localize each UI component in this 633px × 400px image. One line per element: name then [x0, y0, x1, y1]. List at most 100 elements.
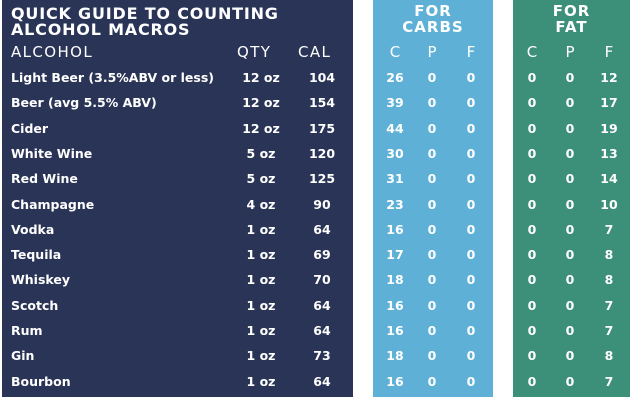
alcohol-name: Light Beer (3.5%ABV or less)	[11, 70, 214, 85]
carbs-c-value: 39	[386, 95, 404, 110]
carbs-header-row: C P F	[373, 43, 493, 61]
alcohol-name: Rum	[11, 323, 43, 338]
carbs-f-value: 0	[466, 70, 476, 85]
carbs-f-value: 0	[466, 374, 476, 389]
alcohol-name: Gin	[11, 348, 35, 363]
carbs-row: 26 0 0	[373, 68, 493, 88]
carbs-p-value: 0	[427, 272, 437, 287]
fat-f-value: 14	[600, 171, 618, 186]
fat-c-value: 0	[527, 121, 537, 136]
table-row: Scotch 1 oz 64	[2, 296, 353, 316]
fat-c-value: 0	[527, 272, 537, 287]
carbs-row: 16 0 0	[373, 220, 493, 240]
carbs-c-header: C	[389, 43, 401, 61]
qty-value: 1 oz	[246, 247, 276, 262]
fat-c-value: 0	[527, 146, 537, 161]
cal-value: 64	[313, 298, 331, 313]
qty-value: 1 oz	[246, 298, 276, 313]
qty-value: 1 oz	[246, 222, 276, 237]
alcohol-name: Cider	[11, 121, 49, 136]
qty-value: 5 oz	[246, 171, 276, 186]
carbs-c-value: 18	[386, 272, 404, 287]
fat-c-value: 0	[527, 222, 537, 237]
table-row: Bourbon 1 oz 64	[2, 372, 353, 392]
fat-p-header: P	[565, 43, 575, 61]
carbs-row: 16 0 0	[373, 321, 493, 341]
table-row: Beer (avg 5.5% ABV) 12 oz 154	[2, 93, 353, 113]
table-row: Whiskey 1 oz 70	[2, 270, 353, 290]
table-row: White Wine 5 oz 120	[2, 144, 353, 164]
qty-value: 1 oz	[246, 272, 276, 287]
fat-p-value: 0	[565, 146, 575, 161]
table-row: Red Wine 5 oz 125	[2, 169, 353, 189]
carbs-f-value: 0	[466, 222, 476, 237]
fat-row: 0 0 7	[513, 220, 630, 240]
fat-row: 0 0 7	[513, 296, 630, 316]
alcohol-table-panel: QUICK GUIDE TO COUNTING ALCOHOL MACROS A…	[2, 0, 353, 397]
main-header-row: ALCOHOL QTY CAL	[2, 43, 353, 61]
carbs-row: 16 0 0	[373, 296, 493, 316]
fat-row: 0 0 7	[513, 372, 630, 392]
qty-value: 12 oz	[242, 95, 280, 110]
carbs-p-value: 0	[427, 222, 437, 237]
fat-row: 0 0 13	[513, 144, 630, 164]
carbs-row: 18 0 0	[373, 346, 493, 366]
carbs-row: 39 0 0	[373, 93, 493, 113]
cal-value: 64	[313, 323, 331, 338]
cal-value: 64	[313, 374, 331, 389]
fat-f-value: 12	[600, 70, 618, 85]
alcohol-column-header: ALCOHOL	[11, 43, 94, 61]
cal-value: 120	[308, 146, 336, 161]
fat-f-value: 8	[604, 247, 614, 262]
carbs-f-value: 0	[466, 146, 476, 161]
qty-value: 1 oz	[246, 374, 276, 389]
fat-title-line-1: FOR	[552, 2, 591, 20]
qty-column-header: QTY	[237, 43, 272, 61]
table-row: Light Beer (3.5%ABV or less) 12 oz 104	[2, 68, 353, 88]
cal-value: 73	[313, 348, 331, 363]
fat-p-value: 0	[565, 247, 575, 262]
qty-value: 1 oz	[246, 348, 276, 363]
cal-value: 125	[308, 171, 336, 186]
fat-row: 0 0 19	[513, 119, 630, 139]
carbs-f-value: 0	[466, 121, 476, 136]
fat-f-value: 7	[604, 374, 614, 389]
table-row: Rum 1 oz 64	[2, 321, 353, 341]
carbs-row: 16 0 0	[373, 372, 493, 392]
carbs-c-value: 16	[386, 323, 404, 338]
fat-c-value: 0	[527, 374, 537, 389]
alcohol-name: Scotch	[11, 298, 59, 313]
fat-f-value: 7	[604, 298, 614, 313]
carbs-c-value: 31	[386, 171, 404, 186]
title-line-1: QUICK GUIDE TO COUNTING	[11, 4, 279, 23]
carbs-row: 23 0 0	[373, 195, 493, 215]
cal-value: 64	[313, 222, 331, 237]
carbs-f-value: 0	[466, 298, 476, 313]
fat-panel: FOR FAT C P F 0 0 12 0 0 17 0 0 19 0 0 13 0 0 14 0 0 10 0 0…	[513, 0, 630, 397]
carbs-p-value: 0	[427, 95, 437, 110]
carbs-row: 30 0 0	[373, 144, 493, 164]
fat-p-value: 0	[565, 70, 575, 85]
alcohol-name: Red Wine	[11, 171, 78, 186]
carbs-panel-title: FOR CARBS	[373, 3, 493, 35]
fat-panel-title: FOR FAT	[513, 3, 630, 35]
fat-p-value: 0	[565, 298, 575, 313]
fat-f-value: 19	[600, 121, 618, 136]
fat-p-value: 0	[565, 272, 575, 287]
carbs-f-value: 0	[466, 323, 476, 338]
carbs-p-value: 0	[427, 247, 437, 262]
carbs-panel: FOR CARBS C P F 26 0 0 39 0 0 44 0 0 30 0 0 31 0 0 23 0 0…	[373, 0, 493, 397]
alcohol-name: Vodka	[11, 222, 55, 237]
carbs-c-value: 16	[386, 374, 404, 389]
fat-f-header: F	[604, 43, 614, 61]
title-line-2: ALCOHOL MACROS	[11, 20, 191, 39]
carbs-p-value: 0	[427, 374, 437, 389]
carbs-f-value: 0	[466, 272, 476, 287]
alcohol-name: Champagne	[11, 197, 95, 212]
table-row: Tequila 1 oz 69	[2, 245, 353, 265]
fat-c-value: 0	[527, 323, 537, 338]
fat-header-row: C P F	[513, 43, 630, 61]
fat-row: 0 0 8	[513, 270, 630, 290]
cal-column-header: CAL	[298, 43, 332, 61]
fat-c-header: C	[526, 43, 538, 61]
